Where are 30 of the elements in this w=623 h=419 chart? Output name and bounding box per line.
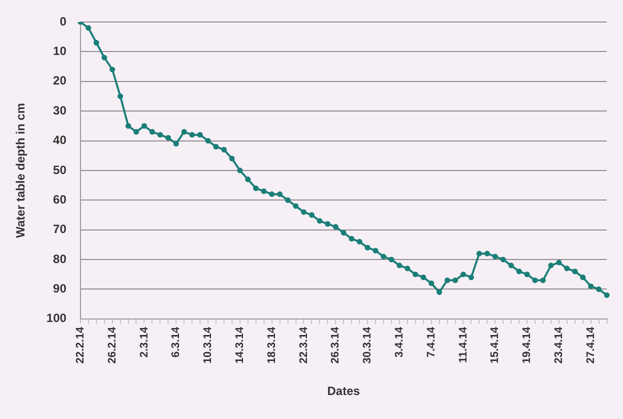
y-tick-label: 0	[60, 14, 67, 28]
x-tick-label: 18.3.14	[266, 326, 278, 364]
x-tick-label: 2.3.14	[138, 326, 150, 358]
y-tick-label: 50	[53, 162, 67, 177]
y-tick-label: 70	[53, 222, 67, 236]
x-tick-label: 26.3.14	[330, 326, 342, 364]
x-tick-label: 11.4.14	[457, 326, 470, 363]
x-tick-label: 7.4.14	[425, 326, 438, 358]
x-tick-label: 22.2.14	[74, 326, 86, 364]
y-tick-label: 60	[53, 192, 67, 206]
y-tick-label: 30	[53, 103, 67, 118]
y-tick-label: 10	[53, 44, 67, 58]
x-tick-label: 14.3.14	[234, 326, 246, 364]
x-tick-label: 23.4.14	[552, 326, 565, 364]
x-tick-label: 6.3.14	[170, 326, 182, 358]
x-tick-label: 15.4.14	[489, 326, 502, 364]
y-tick-label: 90	[53, 282, 67, 296]
y-tick-label: 20	[53, 74, 67, 88]
y-tick-label: 80	[53, 252, 67, 266]
y-tick-label: 100	[46, 311, 67, 326]
y-axis-title: Water table depth in cm	[14, 102, 28, 238]
x-tick-label: 19.4.14	[521, 326, 534, 364]
x-tick-label: 26.2.14	[106, 326, 118, 364]
x-tick-label: 30.3.14	[362, 326, 374, 364]
y-tick-label: 40	[53, 133, 67, 148]
x-tick-label: 3.4.14	[393, 326, 406, 358]
x-tick-label: 10.3.14	[202, 326, 214, 364]
x-tick-label: 22.3.14	[298, 326, 310, 364]
x-tick-label: 27.4.14	[584, 326, 597, 364]
x-axis-title: Dates	[327, 384, 360, 398]
